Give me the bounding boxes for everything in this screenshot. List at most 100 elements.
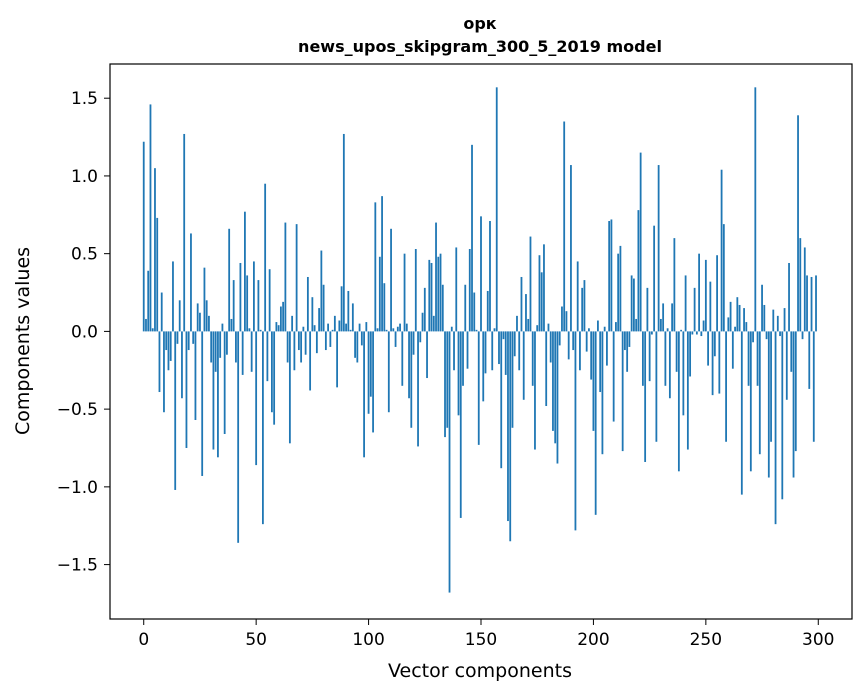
bar-217 bbox=[630, 275, 633, 332]
bar-234 bbox=[668, 331, 671, 399]
bar-166 bbox=[516, 315, 518, 332]
bar-119 bbox=[410, 331, 413, 428]
chart-subtitle: news_upos_skipgram_300_5_2019 model bbox=[298, 37, 662, 56]
bar-284 bbox=[781, 331, 784, 500]
bar-157 bbox=[495, 87, 498, 332]
bar-241 bbox=[684, 275, 687, 332]
bar-70 bbox=[300, 331, 303, 363]
bar-145 bbox=[468, 249, 471, 332]
bar-44 bbox=[241, 331, 244, 375]
bar-172 bbox=[529, 236, 532, 332]
y-tick-label-1: −1.0 bbox=[57, 478, 98, 498]
bar-125 bbox=[423, 287, 426, 332]
y-axis-ticks: −1.5 −1.0 −0.5 0.0 0.5 1.0 1.5 bbox=[57, 89, 110, 576]
bar-15 bbox=[176, 331, 179, 344]
bar-289 bbox=[792, 331, 795, 478]
bar-120 bbox=[412, 331, 415, 355]
bar-100 bbox=[367, 331, 370, 414]
y-tick-label-2: −0.5 bbox=[57, 400, 98, 420]
bar-297 bbox=[810, 276, 813, 332]
bar-96 bbox=[358, 323, 361, 332]
bar-178 bbox=[543, 244, 545, 332]
bar-56 bbox=[268, 269, 271, 332]
bar-198 bbox=[588, 328, 590, 332]
bar-67 bbox=[293, 331, 296, 371]
bar-155 bbox=[491, 331, 494, 371]
bar-112 bbox=[394, 331, 397, 347]
bar-104 bbox=[376, 328, 379, 332]
bar-214 bbox=[624, 331, 626, 351]
bar-175 bbox=[536, 325, 539, 332]
bar-247 bbox=[698, 253, 700, 332]
bar-62 bbox=[282, 301, 285, 332]
bar-4 bbox=[151, 328, 154, 332]
bar-295 bbox=[806, 275, 808, 332]
bar-140 bbox=[457, 331, 460, 416]
bar-239 bbox=[680, 329, 683, 332]
bar-266 bbox=[740, 331, 743, 495]
bar-84 bbox=[331, 329, 334, 332]
bar-110 bbox=[390, 228, 392, 332]
bar-233 bbox=[666, 328, 669, 332]
bar-91 bbox=[347, 290, 350, 332]
bar-148 bbox=[475, 329, 478, 332]
bar-213 bbox=[621, 331, 624, 452]
bar-206 bbox=[606, 331, 608, 366]
bar-30 bbox=[210, 331, 213, 363]
x-tick-label-50: 50 bbox=[245, 630, 267, 650]
bar-285 bbox=[783, 308, 786, 332]
bar-45 bbox=[244, 211, 246, 332]
bar-273 bbox=[756, 331, 759, 386]
bar-252 bbox=[709, 281, 712, 332]
bar-156 bbox=[493, 328, 496, 332]
bar-290 bbox=[794, 331, 797, 452]
bar-78 bbox=[318, 308, 321, 332]
bar-277 bbox=[765, 331, 768, 340]
bar-92 bbox=[349, 329, 352, 332]
bar-176 bbox=[538, 255, 541, 332]
bar-174 bbox=[534, 331, 536, 450]
bar-72 bbox=[304, 331, 307, 355]
bar-208 bbox=[610, 219, 613, 332]
bar-167 bbox=[518, 331, 521, 371]
bar-282 bbox=[776, 315, 779, 332]
bar-169 bbox=[522, 331, 525, 400]
bar-12 bbox=[169, 331, 172, 361]
plot-frame bbox=[109, 63, 853, 620]
bar-250 bbox=[704, 259, 707, 332]
bar-113 bbox=[396, 326, 399, 332]
bar-71 bbox=[302, 326, 305, 332]
bar-270 bbox=[749, 331, 752, 472]
bar-130 bbox=[435, 222, 437, 332]
bar-85 bbox=[333, 315, 336, 332]
bar-179 bbox=[545, 331, 548, 407]
bar-88 bbox=[340, 286, 343, 332]
bar-154 bbox=[489, 221, 491, 332]
bar-139 bbox=[455, 247, 458, 332]
bar-292 bbox=[799, 238, 802, 332]
bar-87 bbox=[338, 320, 341, 332]
bar-232 bbox=[664, 331, 667, 386]
bar-35 bbox=[221, 323, 224, 332]
bar-65 bbox=[288, 331, 291, 444]
bar-185 bbox=[558, 331, 561, 346]
bar-238 bbox=[677, 331, 680, 472]
bar-107 bbox=[383, 283, 386, 332]
bar-16 bbox=[178, 300, 181, 332]
bar-54 bbox=[264, 183, 267, 332]
bar-80 bbox=[322, 284, 325, 332]
bar-3 bbox=[149, 104, 152, 332]
bar-11 bbox=[167, 331, 170, 371]
bar-177 bbox=[540, 272, 543, 332]
bar-68 bbox=[295, 224, 298, 332]
bar-82 bbox=[327, 323, 329, 332]
bar-7 bbox=[158, 331, 161, 393]
bar-1 bbox=[145, 318, 147, 332]
bar-146 bbox=[471, 144, 473, 332]
bar-20 bbox=[187, 331, 190, 351]
bar-99 bbox=[365, 322, 368, 332]
bar-298 bbox=[812, 331, 815, 442]
bar-222 bbox=[641, 331, 644, 386]
bar-46 bbox=[246, 275, 249, 332]
